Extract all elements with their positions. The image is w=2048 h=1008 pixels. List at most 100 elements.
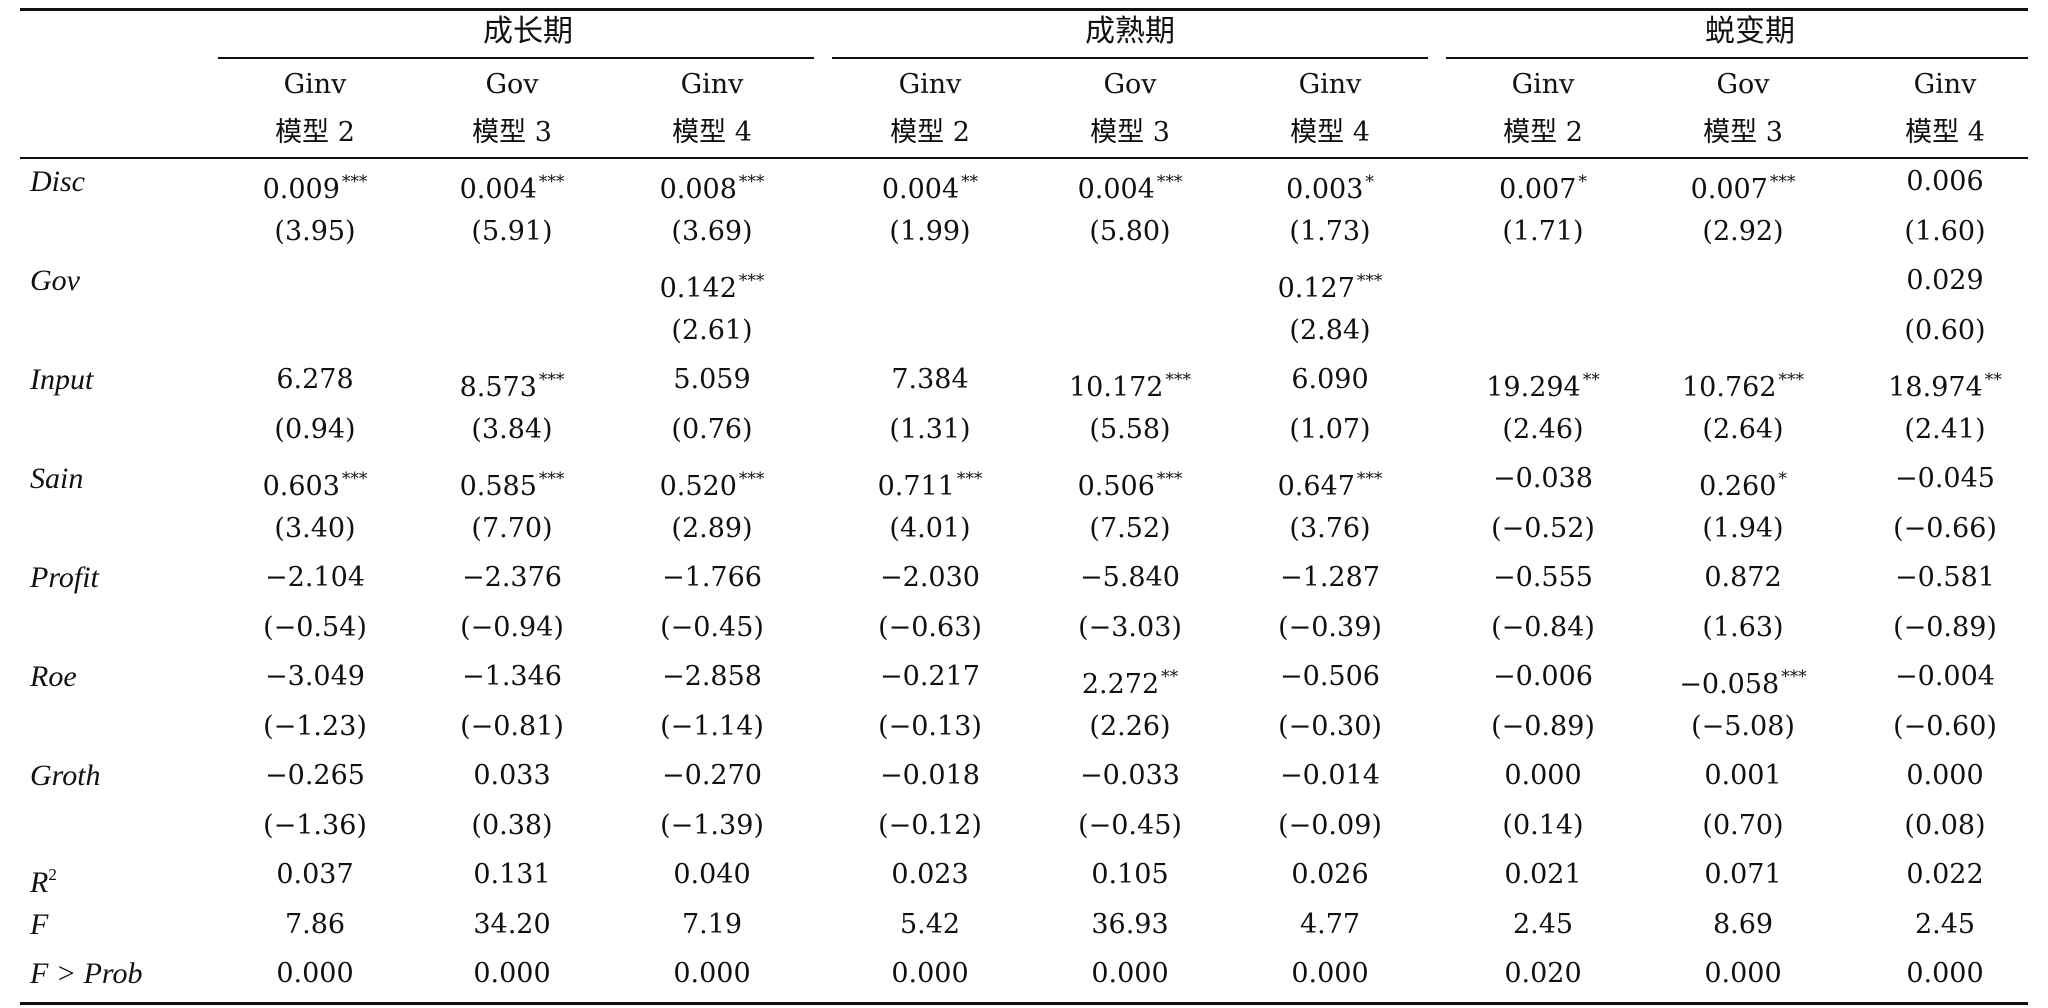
cell-value: (1.60) <box>1904 216 1986 247</box>
table-cell: −2.104 <box>220 558 410 598</box>
cell-value: (−0.84) <box>1491 612 1595 643</box>
dep-var-header: Ginv <box>283 69 347 100</box>
header-rule <box>20 157 2028 159</box>
cell-value: 0.040 <box>673 859 751 890</box>
model-header: 模型 4 <box>1905 117 1985 148</box>
table-cell: (−0.45) <box>617 608 807 648</box>
table-cell: (−0.52) <box>1448 509 1638 549</box>
table-cell: −0.014 <box>1235 756 1425 796</box>
table-cell: 0.003 * <box>1235 162 1425 210</box>
table-cell: (0.76) <box>617 410 807 450</box>
significance-stars: ** <box>1582 370 1600 390</box>
table-cell: (5.80) <box>1035 212 1225 252</box>
cell-value: (−0.81) <box>460 711 564 742</box>
cell-value: 0.003 <box>1286 174 1364 205</box>
cell-value: 7.384 <box>891 364 969 395</box>
table-cell: (5.58) <box>1035 410 1225 450</box>
table-cell: (1.94) <box>1648 509 1838 549</box>
group-header: 成长期 <box>483 14 573 49</box>
table-cell: 7.19 <box>617 905 807 945</box>
significance-stars: *** <box>738 469 765 489</box>
cell-value: (4.01) <box>889 513 971 544</box>
cell-value: (−0.12) <box>878 810 982 841</box>
group-rule-1 <box>218 57 814 59</box>
table-cell: −0.018 <box>835 756 1025 796</box>
table-cell: −1.346 <box>417 657 607 697</box>
cell-value: −0.058 <box>1679 669 1780 700</box>
cell-value: 0.004 <box>881 174 960 205</box>
cell-value: (1.07) <box>1289 414 1371 445</box>
cell-value: 0.033 <box>473 760 551 791</box>
cell-value: 0.020 <box>1504 958 1582 989</box>
table-cell: 0.004 ** <box>835 162 1025 210</box>
cell-value: 0.131 <box>473 859 551 890</box>
table-cell: 0.520 *** <box>617 459 807 507</box>
cell-value: −0.265 <box>265 760 365 791</box>
table-cell: 0.000 <box>617 954 807 994</box>
significance-stars: * <box>1578 172 1587 192</box>
table-cell: (2.61) <box>617 311 807 351</box>
table-cell: (0.38) <box>417 806 607 846</box>
table-cell: 0.008 *** <box>617 162 807 210</box>
cell-value: −0.555 <box>1493 562 1593 593</box>
cell-value: (5.80) <box>1089 216 1171 247</box>
table-cell: 0.603 *** <box>220 459 410 507</box>
cell-value: 5.059 <box>673 364 751 395</box>
table-cell: 0.022 <box>1850 855 2040 895</box>
row-label: F > Prob <box>30 957 143 990</box>
row-label: Disc <box>30 165 85 198</box>
cell-value: 0.021 <box>1504 859 1582 890</box>
significance-stars: ** <box>961 172 979 192</box>
significance-stars: *** <box>538 370 565 390</box>
cell-value: 0.007 <box>1499 174 1577 205</box>
table-cell: 5.42 <box>835 905 1025 945</box>
table-cell: 0.009 *** <box>220 162 410 210</box>
cell-value: (−0.45) <box>1078 810 1182 841</box>
cell-value: (3.69) <box>671 216 753 247</box>
table-cell: −3.049 <box>220 657 410 697</box>
table-cell: (7.52) <box>1035 509 1225 549</box>
table-cell: (3.95) <box>220 212 410 252</box>
cell-value: 0.711 <box>877 471 955 502</box>
cell-value: (0.70) <box>1702 810 1784 841</box>
table-cell: −0.045 <box>1850 459 2040 499</box>
cell-value: 2.45 <box>1914 909 1976 940</box>
cell-value: −0.038 <box>1493 463 1593 494</box>
dep-var-header: Gov <box>1716 69 1770 100</box>
table-cell: (3.69) <box>617 212 807 252</box>
cell-value: (−0.09) <box>1278 810 1382 841</box>
cell-value: (7.70) <box>471 513 553 544</box>
table-cell: −0.004 <box>1850 657 2040 697</box>
table-cell: 6.278 <box>220 360 410 400</box>
significance-stars: ** <box>1984 370 2002 390</box>
table-cell: 0.127 *** <box>1235 261 1425 309</box>
cell-value: (3.84) <box>471 414 553 445</box>
cell-value: 18.974 <box>1888 372 1983 403</box>
cell-value: 0.506 <box>1077 471 1155 502</box>
table-cell: −2.858 <box>617 657 807 697</box>
dep-var-header: Ginv <box>680 69 744 100</box>
cell-value: −0.014 <box>1280 760 1380 791</box>
table-cell: (−0.13) <box>835 707 1025 747</box>
cell-value: (3.95) <box>274 216 356 247</box>
cell-value: (0.14) <box>1502 810 1584 841</box>
row-label: Profit <box>30 561 99 594</box>
table-cell: 19.294 ** <box>1448 360 1638 408</box>
cell-value: −0.506 <box>1280 661 1380 692</box>
model-header: 模型 2 <box>890 117 970 148</box>
table-cell: (−0.30) <box>1235 707 1425 747</box>
table-cell: 0.000 <box>1850 954 2040 994</box>
cell-value: 36.93 <box>1091 909 1169 940</box>
cell-value: −5.840 <box>1080 562 1180 593</box>
table-cell: (1.07) <box>1235 410 1425 450</box>
group-rule-2 <box>832 57 1428 59</box>
table-cell: 0.001 <box>1648 756 1838 796</box>
table-cell: (2.26) <box>1035 707 1225 747</box>
significance-stars: *** <box>341 172 368 192</box>
model-header: 模型 2 <box>275 117 355 148</box>
table-cell: −2.030 <box>835 558 1025 598</box>
significance-stars: *** <box>1781 667 1807 687</box>
cell-value: 6.278 <box>276 364 354 395</box>
table-cell: 0.872 <box>1648 558 1838 598</box>
cell-value: 7.86 <box>284 909 346 940</box>
